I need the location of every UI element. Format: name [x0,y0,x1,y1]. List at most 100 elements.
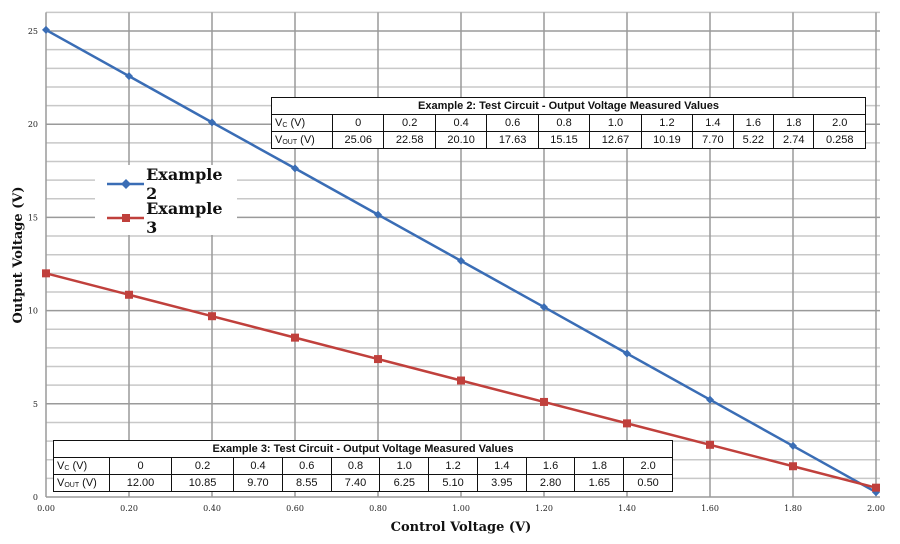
x-tick-label: 0.00 [37,504,55,513]
table-cell: 0.6 [281,457,332,475]
data-point [789,462,797,471]
legend-label: Example 2 [146,165,223,203]
data-point [374,355,382,364]
legend: Example 2 Example 3 [95,165,237,237]
table-cell: 0 [108,457,173,475]
y-tick-label: 5 [33,400,38,409]
x-tick-label: 0.60 [286,504,304,513]
table-cell: 2.80 [525,474,576,492]
example-2-table: Example 2: Test Circuit - Output Voltage… [271,97,866,149]
table-cell: 0.258 [813,131,866,149]
data-point [208,118,216,127]
data-point [623,419,631,428]
table-title: Example 3: Test Circuit - Output Voltage… [53,440,673,458]
data-point [540,303,548,312]
table-cell: 5.22 [732,131,775,149]
table-cell: 10.19 [640,131,694,149]
x-tick-label: 2.00 [867,504,885,513]
y-tick-label: 20 [28,120,38,129]
table-cell: 0.4 [233,457,283,475]
data-point [291,333,299,342]
table-cell: 17.63 [486,131,539,149]
table-cell: 0.6 [486,114,539,132]
table-cell: 9.70 [233,474,283,492]
table-cell: 22.58 [383,131,436,149]
table-cell: 0.2 [383,114,436,132]
table-cell: 0.2 [171,457,235,475]
data-point [623,349,631,358]
legend-label: Example 3 [146,199,223,237]
y-tick-label: 0 [33,493,38,502]
table-row: VOUT (V) 12.00 10.85 9.70 8.55 7.40 6.25 5.10 3.… [53,474,673,492]
x-tick-label: 1.80 [784,504,802,513]
data-point [457,376,465,385]
table-cell: 6.25 [379,474,430,492]
x-tick-label: 1.00 [452,504,470,513]
table-cell: 0.8 [537,114,591,132]
table-cell: 0 [331,114,385,132]
row-header: VC (V) [53,457,110,475]
legend-item-example-3: Example 3 [107,199,237,237]
x-tick-label: 0.40 [203,504,221,513]
data-point [374,210,382,219]
table-cell: 3.95 [476,474,527,492]
y-tick-label: 15 [28,213,38,222]
x-tick-label: 1.40 [618,504,636,513]
table-cell: 1.6 [525,457,576,475]
data-point [42,269,50,278]
data-point [706,395,714,404]
diamond-marker-icon [107,179,145,189]
table-cell: 15.15 [537,131,591,149]
table-cell: 5.10 [428,474,478,492]
data-point [540,397,548,406]
table-cell: 2.0 [623,457,673,475]
y-tick-label: 10 [28,307,38,316]
square-marker-icon [107,214,145,222]
table-cell: 1.6 [732,114,775,132]
data-point [125,72,133,81]
x-tick-label: 0.20 [120,504,138,513]
table-cell: 1.65 [574,474,625,492]
table-cell: 1.8 [574,457,625,475]
table-cell: 7.70 [692,131,734,149]
table-row: VC (V) 0 0.2 0.4 0.6 0.8 1.0 1.2 1.4 1.6 1.8 2.0 [271,114,866,132]
table-row: VOUT (V) 25.06 22.58 20.10 17.63 15.15 12.67 10… [271,131,866,149]
table-cell: 12.00 [108,474,173,492]
data-point [291,164,299,173]
row-header: VOUT (V) [53,474,110,492]
table-cell: 7.40 [330,474,381,492]
table-cell: 1.8 [773,114,815,132]
x-tick-label: 1.20 [535,504,553,513]
data-point [42,25,50,34]
data-point [706,440,714,449]
y-axis-label: Output Voltage (V) [11,186,26,323]
x-axis-label: Control Voltage (V) [391,520,532,535]
table-cell: 2.0 [813,114,866,132]
x-tick-label: 0.80 [369,504,387,513]
table-cell: 1.0 [379,457,430,475]
table-row: VC (V) 0 0.2 0.4 0.6 0.8 1.0 1.2 1.4 1.6 1.8 2.0 [53,457,673,475]
table-cell: 25.06 [331,131,385,149]
example-3-table: Example 3: Test Circuit - Output Voltage… [53,440,673,492]
data-point [125,290,133,299]
table-cell: 1.2 [428,457,478,475]
y-tick-label: 25 [28,27,38,36]
x-tick-label: 1.60 [701,504,719,513]
table-cell: 0.8 [330,457,381,475]
table-cell: 0.4 [434,114,488,132]
data-point [208,312,216,321]
table-cell: 20.10 [434,131,488,149]
table-cell: 8.55 [281,474,332,492]
table-cell: 12.67 [589,131,642,149]
row-header: VC (V) [271,114,333,132]
data-point [457,256,465,265]
table-cell: 1.4 [476,457,527,475]
table-cell: 1.4 [692,114,734,132]
table-title: Example 2: Test Circuit - Output Voltage… [271,97,866,115]
table-cell: 1.2 [640,114,694,132]
table-cell: 10.85 [171,474,235,492]
legend-item-example-2: Example 2 [107,165,237,203]
table-cell: 0.50 [623,474,673,492]
